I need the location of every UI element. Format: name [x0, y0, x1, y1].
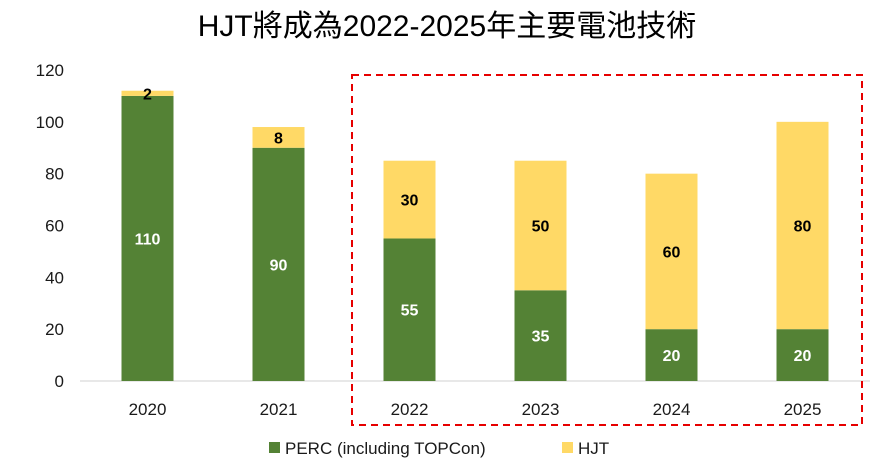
- legend-label-perc: PERC (including TOPCon): [285, 439, 486, 458]
- bar-hjt: [645, 173, 698, 330]
- data-label-perc: 20: [663, 348, 681, 365]
- chart-title: HJT將成為2022-2025年主要電池技術: [198, 10, 696, 43]
- legend-label-hjt: HJT: [578, 439, 609, 458]
- x-tick-label: 2024: [653, 400, 691, 419]
- x-tick-label: 2021: [260, 400, 298, 419]
- bar-perc: [776, 329, 829, 381]
- x-tick-label: 2025: [784, 400, 822, 419]
- data-label-hjt: 8: [274, 130, 283, 147]
- data-label-hjt: 60: [663, 244, 681, 261]
- bar-hjt: [383, 160, 436, 239]
- bar-perc: [645, 329, 698, 381]
- bar-hjt: [121, 90, 174, 96]
- y-axis: 0 20 40 60 80 100 120: [36, 61, 64, 391]
- data-label-hjt: 2: [143, 86, 152, 103]
- bars: 110 2 90 8 55 30 35 50 20 60 20 80: [121, 86, 829, 382]
- bar-perc: [252, 147, 305, 381]
- legend-swatch-perc: [269, 442, 280, 453]
- data-label-hjt: 50: [532, 219, 550, 236]
- y-tick-label: 80: [45, 165, 64, 184]
- x-tick-label: 2020: [129, 400, 167, 419]
- y-tick-label: 100: [36, 113, 64, 132]
- data-label-perc: 110: [135, 231, 161, 248]
- data-label-perc: 35: [532, 329, 550, 346]
- y-tick-label: 60: [45, 217, 64, 236]
- x-tick-label: 2022: [391, 400, 429, 419]
- bar-perc: [514, 290, 567, 381]
- bar-hjt: [776, 121, 829, 330]
- y-tick-label: 120: [36, 61, 64, 80]
- x-axis: 2020 2021 2022 2023 2024 2025: [129, 400, 822, 419]
- highlight-box: [351, 74, 863, 426]
- y-tick-label: 20: [45, 320, 64, 339]
- bar-hjt: [514, 160, 567, 291]
- y-tick-label: 40: [45, 268, 64, 287]
- data-label-perc: 55: [401, 303, 419, 320]
- x-tick-label: 2023: [522, 400, 560, 419]
- y-tick-label: 0: [55, 372, 64, 391]
- bar-hjt: [252, 127, 305, 148]
- bar-perc: [383, 238, 436, 381]
- data-label-hjt: 30: [401, 193, 419, 210]
- legend: PERC (including TOPCon) HJT: [269, 439, 609, 458]
- data-label-hjt: 80: [794, 219, 812, 236]
- bar-perc: [121, 95, 174, 382]
- data-label-perc: 90: [270, 257, 288, 274]
- data-label-perc: 20: [794, 348, 812, 365]
- legend-swatch-hjt: [562, 442, 573, 453]
